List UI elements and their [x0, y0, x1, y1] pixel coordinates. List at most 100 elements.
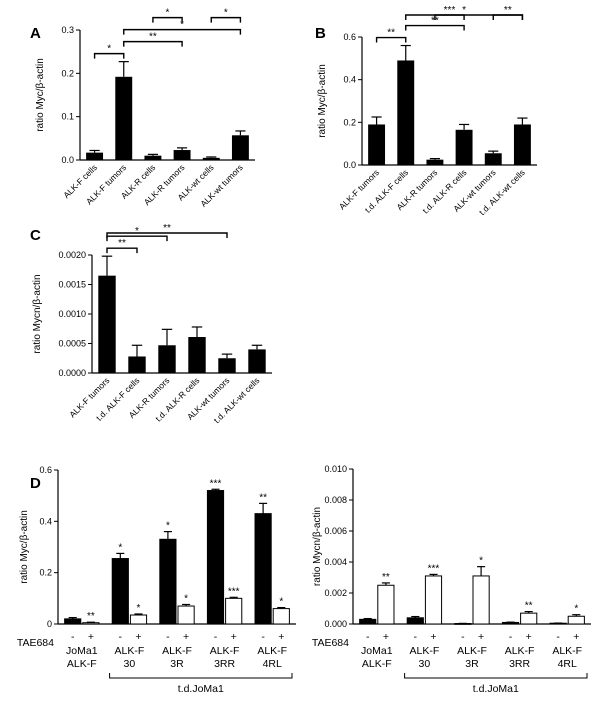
y-tick-label: 0.0000 — [58, 368, 86, 378]
panel-label: D — [30, 475, 41, 492]
bar — [254, 513, 272, 625]
treatment-sign: + — [88, 631, 94, 643]
panel-label: B — [315, 25, 326, 42]
y-tick-label: 0.3 — [61, 25, 74, 35]
bar — [129, 614, 148, 625]
bar — [218, 358, 236, 373]
y-tick-label: 0.008 — [324, 495, 347, 505]
treatment-sign: + — [430, 631, 436, 643]
significance-label: * — [479, 556, 483, 567]
bar — [513, 124, 531, 165]
bar — [272, 608, 290, 625]
significance-label: ** — [118, 238, 126, 249]
group-label: ALK-F — [552, 645, 582, 657]
bar — [144, 155, 162, 160]
y-axis-label: ratio Mycn/β-actin — [312, 507, 323, 586]
group-bracket — [404, 673, 588, 679]
significance-bracket — [492, 14, 524, 20]
group-label: JoMa1 — [66, 645, 98, 657]
significance-label: * — [135, 226, 139, 237]
treatment-sign: - — [71, 631, 75, 643]
significance-bracket — [210, 16, 242, 23]
significance-label: * — [279, 597, 283, 608]
y-tick-label: 0.1 — [61, 112, 74, 122]
bar — [231, 135, 249, 160]
bar — [424, 575, 443, 625]
significance-bracket — [106, 247, 138, 254]
group-label: ALK-F — [115, 645, 145, 657]
group-label: 3RR — [214, 658, 235, 670]
bar — [64, 618, 82, 625]
y-tick-label: 0.2 — [39, 568, 52, 578]
treatment-sign: + — [573, 631, 579, 643]
treatment-sign: + — [478, 631, 484, 643]
significance-label: ** — [163, 223, 171, 234]
bar — [225, 597, 243, 625]
significance-bracket — [375, 36, 407, 43]
bar — [472, 575, 490, 625]
treatment-label: TAE684 — [17, 637, 54, 649]
y-axis-label: ratio Myc/β-actin — [35, 58, 46, 132]
y-tick-label: 0.006 — [324, 526, 347, 536]
bar — [455, 129, 473, 165]
group-label: ALK-F — [67, 658, 97, 670]
treatment-sign: + — [278, 631, 284, 643]
treatment-sign: - — [509, 631, 513, 643]
significance-label: * — [137, 603, 141, 614]
significance-bracket — [405, 24, 465, 31]
significance-label: ** — [259, 492, 267, 503]
significance-label: *** — [210, 478, 222, 489]
treatment-sign: + — [231, 631, 237, 643]
bar — [397, 60, 415, 165]
treatment-sign: + — [183, 631, 189, 643]
group-label: ALK-F — [162, 645, 192, 657]
bar — [406, 617, 424, 625]
significance-label: * — [574, 604, 578, 615]
y-tick-label: 0.2 — [343, 117, 356, 127]
y-tick-label: 0.010 — [324, 464, 347, 474]
significance-label: * — [118, 542, 122, 553]
bar — [359, 618, 377, 625]
group-label: 30 — [419, 658, 431, 670]
treatment-sign: - — [119, 631, 123, 643]
significance-bracket — [434, 14, 465, 20]
bar — [177, 605, 195, 625]
significance-label: * — [184, 593, 188, 604]
significance-bracket — [93, 52, 125, 59]
group-label: ALK-F — [210, 645, 240, 657]
significance-label: *** — [444, 5, 456, 16]
treatment-sign: - — [461, 631, 465, 643]
panel-label: A — [30, 25, 41, 42]
bracket-label: t.d.JoMa1 — [473, 683, 519, 695]
y-axis-label: ratio Myc/β-actin — [317, 64, 328, 138]
bar — [188, 337, 206, 373]
significance-label: *** — [428, 563, 440, 574]
y-tick-label: 0.4 — [343, 75, 356, 85]
significance-label: *** — [228, 586, 240, 597]
group-label: ALK-F — [505, 645, 535, 657]
bar — [86, 152, 104, 160]
treatment-sign: - — [556, 631, 560, 643]
panel-C: 0.0000 0.0005 0.0010 0.0015 0.0020 ratio Mycn… — [30, 223, 272, 425]
y-tick-label: 0.4 — [39, 516, 52, 526]
bar — [173, 150, 191, 160]
group-label: ALK-F — [362, 658, 392, 670]
bar — [426, 159, 444, 165]
bar — [368, 124, 386, 165]
group-label: 3RR — [509, 658, 530, 670]
treatment-sign: - — [261, 631, 265, 643]
y-tick-label: 0 — [47, 619, 52, 629]
y-tick-label: 0.0010 — [58, 309, 86, 319]
group-label: 4RL — [263, 658, 282, 670]
y-axis-label: ratio Myc/β-actin — [19, 510, 30, 584]
treatment-sign: + — [383, 631, 389, 643]
bar — [158, 345, 176, 373]
bar — [567, 615, 585, 625]
bar — [82, 622, 100, 625]
significance-label: ** — [149, 32, 157, 43]
treatment-label: TAE684 — [312, 637, 349, 649]
significance-label: * — [180, 20, 184, 31]
